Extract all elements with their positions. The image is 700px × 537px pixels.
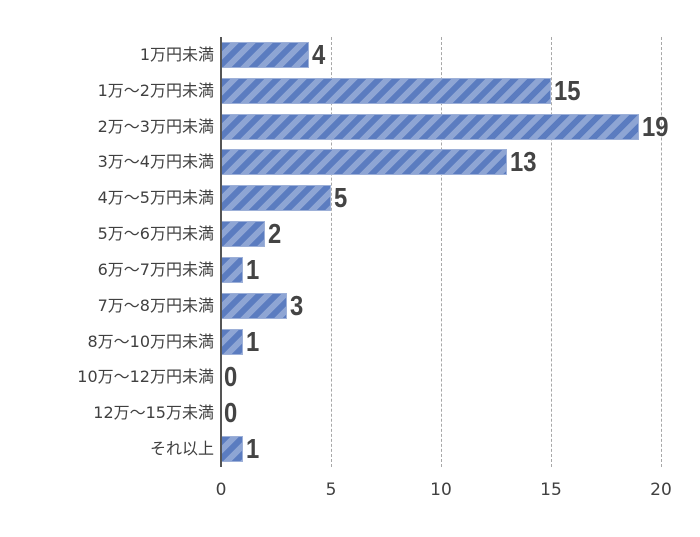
value-label: 15 [554, 74, 581, 106]
bar [221, 185, 331, 212]
gridline [441, 37, 442, 467]
category-label: 6万～7万円未満 [97, 259, 214, 279]
gridline [551, 37, 552, 467]
category-label: 8万～10万円未満 [87, 331, 214, 351]
x-tick-label: 5 [325, 480, 337, 500]
gridline [661, 37, 662, 467]
bar [221, 113, 639, 140]
bar [221, 149, 507, 176]
value-label: 2 [268, 218, 282, 250]
category-label: 2万～3万円未満 [97, 116, 214, 136]
value-label: 5 [334, 182, 348, 214]
bar [221, 292, 287, 319]
value-label: 1 [246, 325, 260, 357]
bar [221, 221, 265, 248]
value-label: 1 [246, 433, 260, 465]
value-label: 0 [224, 361, 238, 393]
x-tick-label: 10 [430, 480, 452, 500]
value-label: 19 [642, 110, 669, 142]
value-label: 4 [312, 38, 326, 70]
category-label: 7万～8万円未満 [97, 295, 214, 315]
bar [221, 436, 243, 463]
value-label: 0 [224, 397, 238, 429]
category-label: 3万～4万円未満 [97, 152, 214, 172]
bar [221, 328, 243, 355]
category-label: 12万～15万未満 [93, 403, 214, 423]
bar [221, 77, 551, 104]
category-label: 5万～6万円未満 [97, 224, 214, 244]
category-label: それ以上 [149, 439, 214, 459]
bar [221, 41, 309, 68]
x-tick-label: 15 [540, 480, 562, 500]
category-label: 4万～5万円未満 [97, 188, 214, 208]
category-label: 10万～12万円未満 [77, 367, 214, 387]
category-label: 1万～2万円未満 [97, 80, 214, 100]
bar [221, 256, 243, 283]
gridline [331, 37, 332, 467]
value-label: 1 [246, 253, 260, 285]
value-label: 3 [290, 289, 304, 321]
x-tick-label: 0 [215, 480, 227, 500]
value-label: 13 [510, 146, 537, 178]
y-axis-line [220, 37, 222, 467]
category-label: 1万円未満 [139, 44, 214, 64]
x-tick-label: 20 [650, 480, 672, 500]
